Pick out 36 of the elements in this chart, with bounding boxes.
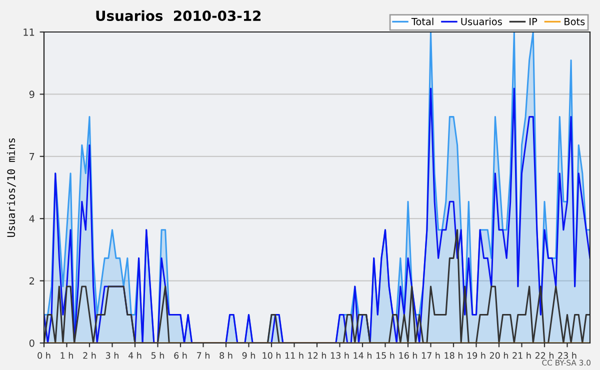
x-tick-label: 7 h [197, 352, 210, 359]
x-tick-label: 2 h [83, 352, 96, 359]
x-tick-label: 21 h [512, 352, 531, 359]
x-tick-label: 3 h [106, 352, 118, 359]
x-tick-label: 11 h [285, 352, 304, 359]
x-tick-label: 18 h [444, 352, 462, 359]
x-tick-label: 22 h [535, 352, 554, 359]
x-tick-label: 23 h [558, 352, 576, 359]
x-tick-label: 13 h [330, 352, 349, 359]
legend-label: Bots [564, 18, 585, 26]
x-tick-label: 4 h [128, 352, 142, 359]
y-tick-label: 9 [29, 90, 34, 98]
x-tick-label: 12 h [308, 352, 326, 359]
x-tick-label: 19 h [467, 352, 486, 359]
y-tick-label: 7 [30, 153, 34, 160]
y-tick-label: 0 [29, 339, 34, 347]
x-tick-label: 17 h [422, 352, 440, 359]
x-tick-label: 16 h [399, 352, 417, 359]
y-tick-label: 2 [30, 277, 34, 284]
legend-label: Usuarios [461, 18, 502, 26]
x-tick-label: 9 h [242, 352, 255, 359]
x-tick-label: 1 h [60, 352, 73, 359]
legend-label: IP [530, 18, 538, 26]
x-tick-label: 15 h [376, 352, 394, 359]
x-tick-label: 20 h [490, 352, 508, 359]
x-tick-label: 14 h [354, 352, 372, 359]
y-tick-label: 4 [29, 215, 34, 222]
legend-label: Total [411, 18, 434, 26]
x-tick-label: 0 h [38, 352, 50, 359]
x-tick-label: 10 h [262, 352, 280, 359]
y-tick-label: 11 [24, 28, 34, 36]
x-tick-label: 8 h [220, 352, 232, 359]
y-axis-title: Usuarios/10 mins [6, 138, 16, 237]
x-tick-label: 6 h [174, 352, 187, 359]
x-tick-label: 5 h [151, 352, 164, 359]
chart-title: Usuarios 2010-03-12 [96, 10, 261, 22]
